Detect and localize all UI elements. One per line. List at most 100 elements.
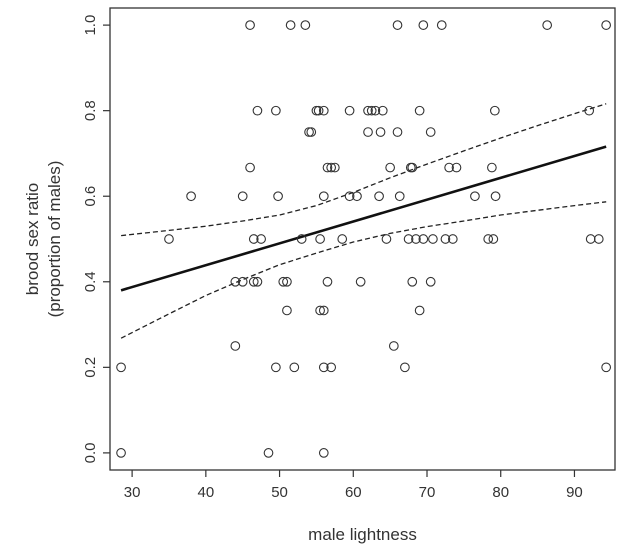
- data-point: [245, 20, 255, 30]
- data-point: [315, 305, 325, 316]
- data-point: [407, 276, 418, 287]
- y-tick-label: 1.0: [82, 15, 99, 36]
- data-point: [318, 362, 329, 373]
- data-point: [352, 191, 362, 202]
- data-point: [363, 127, 373, 137]
- data-point: [248, 234, 259, 244]
- data-point: [392, 20, 403, 30]
- data-point: [414, 305, 425, 316]
- regression-line: [120, 145, 607, 292]
- data-point: [252, 105, 263, 116]
- y-tick-label: 0.8: [82, 100, 99, 121]
- data-point: [377, 105, 388, 116]
- data-point: [374, 191, 384, 202]
- data-point: [245, 162, 255, 173]
- data-point: [385, 162, 395, 173]
- data-point: [593, 234, 604, 244]
- y-axis: 0.0 0.2 0.4 0.6 0.8 1.0: [82, 15, 110, 463]
- data-point: [585, 234, 596, 244]
- data-point: [271, 362, 281, 373]
- data-point: [313, 105, 324, 116]
- data-point: [403, 234, 414, 244]
- y-tick-label: 0.4: [82, 271, 99, 292]
- data-point: [388, 341, 399, 351]
- x-tick-label: 40: [197, 484, 214, 501]
- x-tick-label: 30: [124, 484, 141, 501]
- data-point: [490, 191, 501, 202]
- data-point: [326, 362, 337, 373]
- data-point: [116, 448, 126, 458]
- data-point: [447, 234, 458, 244]
- x-tick-label: 50: [271, 484, 288, 501]
- x-tick-label: 90: [566, 484, 583, 501]
- data-point: [326, 162, 337, 173]
- data-point: [273, 191, 283, 202]
- data-point: [489, 105, 500, 116]
- data-point: [237, 276, 248, 287]
- data-point: [248, 276, 259, 287]
- data-point: [381, 234, 392, 244]
- data-point: [164, 234, 174, 244]
- y-tick-label: 0.2: [82, 357, 99, 378]
- data-point: [394, 191, 405, 202]
- data-point: [252, 276, 263, 287]
- data-point: [601, 20, 612, 30]
- data-point: [322, 276, 333, 287]
- data-point: [601, 362, 612, 373]
- data-point: [282, 305, 292, 316]
- data-point: [542, 20, 553, 30]
- data-point: [428, 234, 438, 244]
- data-point: [370, 105, 381, 116]
- data-point: [470, 191, 480, 202]
- data-point: [296, 234, 307, 244]
- confidence-band: [120, 103, 607, 339]
- plot-frame: [109, 7, 616, 471]
- data-point: [375, 127, 386, 137]
- y-axis-title-line: (proportion of males): [45, 161, 64, 318]
- y-axis-title: brood sex ratio (proportion of males): [23, 161, 64, 318]
- data-point: [306, 127, 317, 137]
- data-point: [318, 448, 329, 458]
- data-point: [363, 105, 373, 116]
- data-point: [355, 276, 366, 287]
- data-point: [440, 234, 451, 244]
- data-point: [418, 234, 429, 244]
- data-point: [425, 127, 436, 137]
- data-point: [425, 276, 436, 287]
- data-point: [330, 162, 340, 173]
- data-point: [451, 162, 462, 173]
- data-point: [318, 191, 329, 202]
- data-point: [304, 127, 314, 137]
- data-point: [289, 362, 300, 373]
- data-point: [436, 20, 447, 30]
- data-point: [584, 105, 595, 116]
- x-axis-title: male lightness: [308, 525, 417, 544]
- data-point: [487, 162, 497, 173]
- y-axis-title-line: brood sex ratio: [23, 183, 42, 295]
- data-point: [300, 20, 311, 30]
- data-point: [337, 234, 348, 244]
- data-point: [230, 341, 241, 351]
- data-point: [344, 105, 355, 116]
- data-point: [278, 276, 289, 287]
- x-tick-label: 80: [492, 484, 509, 501]
- data-point: [407, 162, 418, 173]
- data-point: [318, 305, 329, 316]
- data-point: [237, 191, 248, 202]
- ci-upper-line: [121, 103, 607, 237]
- data-point: [414, 105, 425, 116]
- ci-lower-line: [120, 201, 607, 339]
- data-point: [285, 20, 296, 30]
- data-point: [322, 162, 333, 173]
- data-point: [444, 162, 454, 173]
- data-point: [315, 234, 325, 244]
- data-point: [488, 234, 499, 244]
- data-point: [263, 448, 274, 458]
- data-point: [256, 234, 266, 244]
- regression-line-group: [120, 145, 607, 292]
- x-tick-label: 60: [345, 484, 362, 501]
- data-points: [116, 20, 612, 458]
- y-tick-label: 0.0: [82, 442, 99, 463]
- data-point: [418, 20, 429, 30]
